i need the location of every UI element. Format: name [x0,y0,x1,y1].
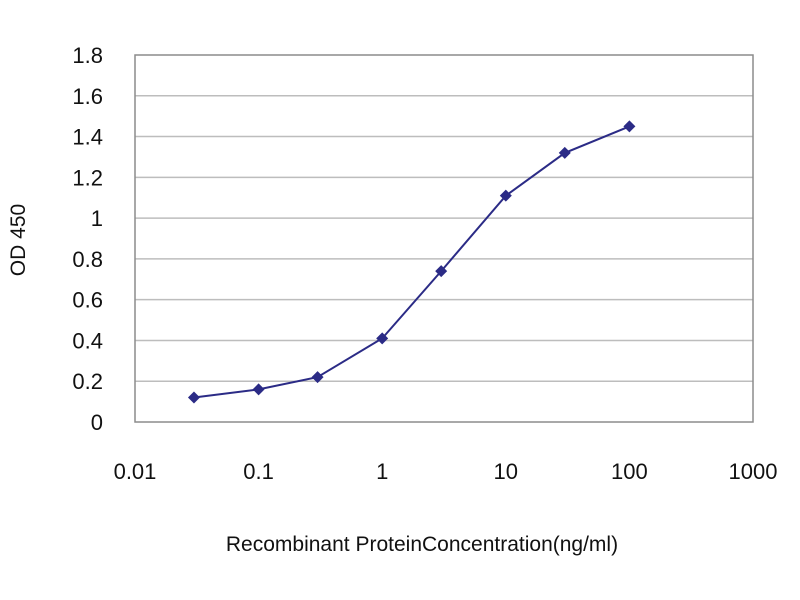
y-tick-label: 0.8 [72,247,103,272]
y-tick-label: 1 [91,206,103,231]
data-point-marker [499,189,512,202]
data-point-marker [311,371,324,384]
x-tick-label: 1 [376,459,388,484]
x-axis-ticks: 0.01 0.1 1 10 100 1000 [114,459,778,484]
y-tick-label: 1.4 [72,125,103,150]
x-tick-label: 0.01 [114,459,157,484]
data-point-marker [623,120,636,133]
data-point-marker [252,383,265,396]
plot-frame [134,54,754,423]
x-tick-label: 1000 [729,459,778,484]
data-point-marker [435,265,448,278]
data-point-marker [376,332,389,345]
y-tick-label: 1.6 [72,84,103,109]
data-point-marker [558,146,571,159]
y-axis-ticks: 0 0.2 0.4 0.6 0.8 1 1.2 1.4 1.6 1.8 [72,43,103,435]
y-tick-label: 1.2 [72,165,103,190]
y-tick-label: 0.2 [72,369,103,394]
x-tick-label: 0.1 [243,459,274,484]
y-tick-label: 1.8 [72,43,103,68]
data-point-marker [187,391,200,404]
x-tick-label: 100 [611,459,648,484]
y-tick-label: 0 [91,410,103,435]
y-tick-label: 0.4 [72,328,103,353]
grid-lines [135,95,753,382]
series-line [193,125,630,399]
y-tick-label: 0.6 [72,288,103,313]
series-group [187,120,636,404]
x-axis-title: Recombinant ProteinConcentration(ng/ml) [226,533,618,556]
y-axis-title: OD 450 [7,204,30,276]
x-tick-label: 10 [494,459,518,484]
